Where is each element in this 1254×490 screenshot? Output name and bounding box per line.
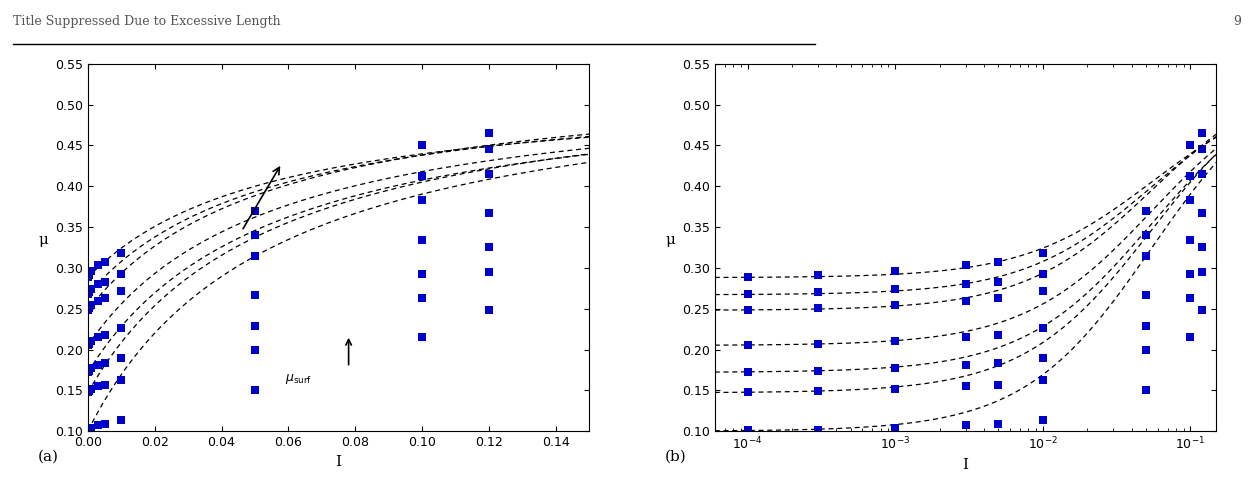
Text: 9: 9 bbox=[1234, 15, 1241, 28]
Y-axis label: μ: μ bbox=[39, 233, 49, 247]
Text: (b): (b) bbox=[665, 450, 686, 464]
X-axis label: I: I bbox=[963, 458, 968, 472]
X-axis label: I: I bbox=[336, 455, 341, 468]
Text: $\mu_{\mathrm{surf}}$: $\mu_{\mathrm{surf}}$ bbox=[285, 371, 312, 386]
Text: (a): (a) bbox=[38, 450, 59, 464]
Text: Title Suppressed Due to Excessive Length: Title Suppressed Due to Excessive Length bbox=[13, 15, 280, 28]
Y-axis label: μ: μ bbox=[666, 233, 676, 247]
